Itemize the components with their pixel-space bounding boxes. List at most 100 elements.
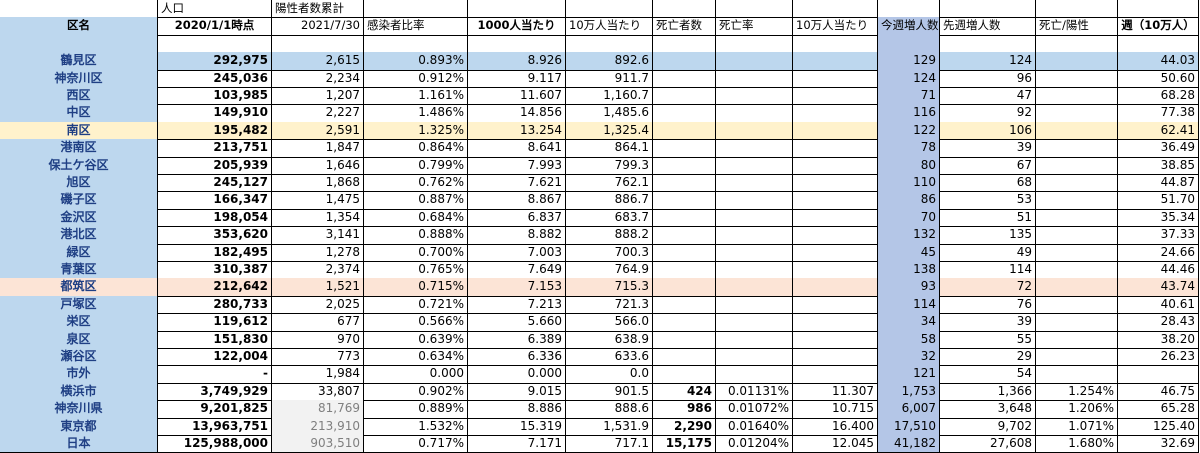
data-cell[interactable] — [653, 278, 716, 297]
data-cell[interactable]: 1.071% — [1036, 417, 1118, 436]
data-cell[interactable] — [1036, 87, 1118, 106]
blank-cell[interactable] — [468, 34, 566, 54]
data-cell[interactable]: 245,036 — [158, 69, 272, 88]
row-label[interactable]: 磯子区 — [0, 191, 158, 210]
data-cell[interactable]: 3,648 — [940, 400, 1036, 419]
row-label[interactable]: 東京都 — [0, 417, 158, 436]
data-cell[interactable]: 901.5 — [566, 382, 653, 402]
data-cell[interactable] — [1036, 104, 1118, 123]
row-label[interactable]: 保土ケ谷区 — [0, 156, 158, 175]
data-cell[interactable]: 38.20 — [1118, 330, 1199, 349]
data-cell[interactable]: 3,749,929 — [158, 382, 272, 402]
data-cell[interactable]: 37.33 — [1118, 226, 1199, 245]
data-cell[interactable] — [1036, 348, 1118, 367]
blank-cell[interactable] — [158, 34, 272, 54]
column-header[interactable]: 週（10万人） — [1118, 17, 1199, 36]
data-cell[interactable]: 1,354 — [272, 208, 364, 228]
row-label[interactable]: 神奈川県 — [0, 400, 158, 419]
data-cell[interactable]: 72 — [940, 278, 1036, 297]
column-header[interactable]: 死亡者数 — [653, 17, 716, 36]
blank-cell[interactable] — [566, 34, 653, 54]
data-cell[interactable]: 132 — [878, 226, 940, 245]
column-header[interactable]: 10万人当たり — [793, 17, 878, 36]
data-cell[interactable] — [716, 295, 793, 315]
data-cell[interactable]: 903,510 — [272, 435, 364, 453]
data-cell[interactable] — [653, 243, 716, 262]
data-cell[interactable] — [716, 104, 793, 123]
row-label[interactable]: 西区 — [0, 87, 158, 106]
data-cell[interactable] — [793, 348, 878, 367]
data-cell[interactable]: 683.7 — [566, 208, 653, 228]
data-cell[interactable]: 886.7 — [566, 191, 653, 210]
data-cell[interactable] — [793, 191, 878, 210]
data-cell[interactable]: 715.3 — [566, 278, 653, 297]
data-cell[interactable]: 39 — [940, 313, 1036, 332]
data-cell[interactable] — [793, 365, 878, 384]
data-cell[interactable] — [653, 348, 716, 367]
data-cell[interactable] — [1036, 52, 1118, 71]
data-cell[interactable] — [716, 348, 793, 367]
data-cell[interactable] — [793, 295, 878, 315]
row-label[interactable]: 金沢区 — [0, 208, 158, 228]
data-cell[interactable]: 1,278 — [272, 243, 364, 262]
data-cell[interactable]: 2,234 — [272, 69, 364, 88]
blank-cell[interactable] — [364, 34, 468, 54]
data-cell[interactable] — [716, 226, 793, 245]
data-cell[interactable]: 119,612 — [158, 313, 272, 332]
data-cell[interactable]: 122,004 — [158, 348, 272, 367]
data-cell[interactable]: 7.993 — [468, 156, 566, 175]
data-cell[interactable]: 212,642 — [158, 278, 272, 297]
data-cell[interactable] — [1036, 139, 1118, 158]
data-cell[interactable]: 54 — [940, 365, 1036, 384]
data-cell[interactable]: 11.307 — [793, 382, 878, 402]
data-cell[interactable] — [793, 313, 878, 332]
data-cell[interactable]: 29 — [940, 348, 1036, 367]
data-cell[interactable]: 58 — [878, 330, 940, 349]
data-cell[interactable] — [653, 69, 716, 88]
data-cell[interactable] — [793, 104, 878, 123]
data-cell[interactable] — [793, 174, 878, 193]
data-cell[interactable]: 182,495 — [158, 243, 272, 262]
data-cell[interactable] — [716, 121, 793, 141]
data-cell[interactable]: 1,521 — [272, 278, 364, 297]
data-cell[interactable] — [653, 87, 716, 106]
row-label[interactable]: 都筑区 — [0, 278, 158, 297]
row-label[interactable]: 瀬谷区 — [0, 348, 158, 367]
row-label[interactable]: 青葉区 — [0, 261, 158, 280]
data-cell[interactable]: 0.566% — [364, 313, 468, 332]
data-cell[interactable] — [1036, 69, 1118, 88]
data-cell[interactable]: 110 — [878, 174, 940, 193]
data-cell[interactable] — [716, 243, 793, 262]
data-cell[interactable]: 114 — [940, 261, 1036, 280]
data-cell[interactable]: 8.641 — [468, 139, 566, 158]
data-cell[interactable] — [793, 139, 878, 158]
data-cell[interactable]: 47 — [940, 87, 1036, 106]
data-cell[interactable]: 77.38 — [1118, 104, 1199, 123]
data-cell[interactable]: 8.886 — [468, 400, 566, 419]
data-cell[interactable]: 0.0 — [566, 365, 653, 384]
data-cell[interactable]: 138 — [878, 261, 940, 280]
data-cell[interactable]: 0.700% — [364, 243, 468, 262]
data-cell[interactable]: 0.893% — [364, 52, 468, 71]
data-cell[interactable] — [653, 191, 716, 210]
super-header-cell[interactable] — [468, 0, 566, 19]
data-cell[interactable]: 9.015 — [468, 382, 566, 402]
super-header-cell[interactable] — [1118, 0, 1199, 19]
data-cell[interactable]: 0.887% — [364, 191, 468, 210]
data-cell[interactable]: 6,007 — [878, 400, 940, 419]
data-cell[interactable]: 28.43 — [1118, 313, 1199, 332]
data-cell[interactable]: 34 — [878, 313, 940, 332]
data-cell[interactable]: 27,608 — [940, 435, 1036, 453]
data-cell[interactable] — [1036, 156, 1118, 175]
data-cell[interactable]: 0.762% — [364, 174, 468, 193]
data-cell[interactable] — [1036, 174, 1118, 193]
data-cell[interactable]: 566.0 — [566, 313, 653, 332]
row-label[interactable]: 神奈川区 — [0, 69, 158, 88]
data-cell[interactable]: 1.325% — [364, 121, 468, 141]
data-cell[interactable] — [793, 52, 878, 71]
data-cell[interactable] — [793, 121, 878, 141]
data-cell[interactable]: 245,127 — [158, 174, 272, 193]
data-cell[interactable]: 44.03 — [1118, 52, 1199, 71]
data-cell[interactable] — [1036, 365, 1118, 384]
data-cell[interactable]: 970 — [272, 330, 364, 349]
